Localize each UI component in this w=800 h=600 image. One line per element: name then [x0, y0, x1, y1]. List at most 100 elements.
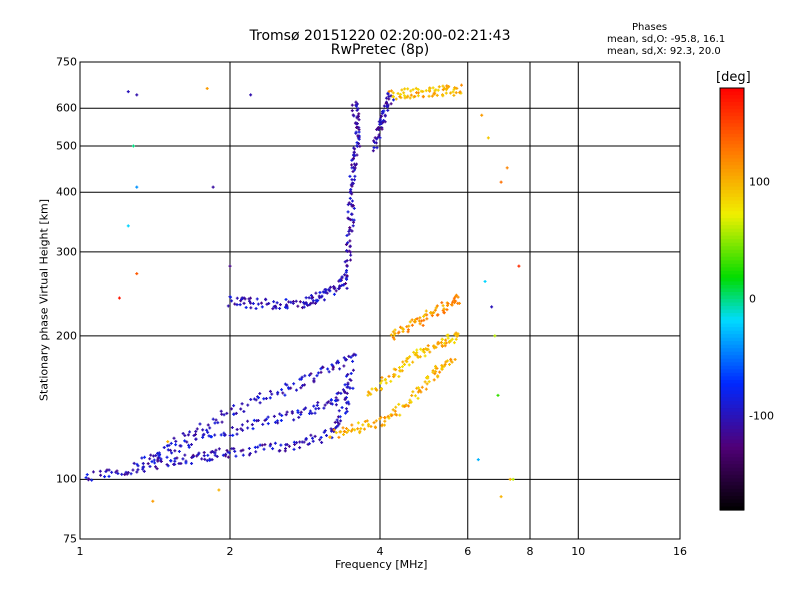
data-point [340, 275, 344, 279]
data-point [401, 360, 405, 364]
chart-title: Tromsø 20151220 02:20:00-02:21:43 [249, 28, 511, 44]
data-point [181, 457, 185, 461]
colorbar-segment [720, 376, 744, 381]
data-point [406, 328, 410, 332]
colorbar-segment [720, 488, 744, 494]
data-point [418, 389, 422, 393]
colorbar-segment [720, 123, 744, 128]
data-point [452, 93, 456, 97]
data-point [326, 367, 330, 371]
colorbar-segment [720, 291, 744, 297]
colorbar-segment [720, 288, 744, 293]
data-point [380, 111, 384, 115]
data-point [350, 199, 354, 203]
data-point [422, 314, 426, 318]
data-point [334, 431, 338, 435]
data-point [346, 400, 350, 404]
data-point [408, 96, 412, 100]
data-point [292, 447, 296, 451]
colorbar-segment [720, 495, 744, 501]
colorbar-segment [720, 133, 744, 138]
data-point [373, 136, 377, 140]
colorbar-segment [720, 182, 744, 188]
colorbar-segment [720, 302, 744, 307]
data-point [376, 126, 380, 130]
colorbar-segment [720, 429, 744, 434]
data-point [316, 401, 320, 405]
data-point [374, 387, 378, 391]
data-point [194, 430, 198, 434]
data-point [283, 393, 287, 397]
data-point [201, 428, 205, 432]
data-point [247, 446, 251, 450]
data-point [310, 436, 314, 440]
data-point [408, 398, 412, 402]
colorbar-segment [720, 147, 744, 152]
data-point [345, 269, 349, 273]
data-point [183, 439, 187, 443]
data-point [353, 147, 357, 151]
chart-subtitle: RwPretec (8p) [330, 42, 430, 58]
data-point [345, 263, 349, 267]
data-point [386, 91, 390, 95]
data-point [315, 403, 319, 407]
data-point [342, 356, 346, 360]
data-point [141, 465, 145, 469]
data-point [399, 92, 403, 96]
data-point [449, 357, 453, 361]
data-point [392, 333, 396, 337]
data-point [511, 477, 515, 481]
data-point [483, 279, 487, 283]
data-point [450, 337, 454, 341]
data-point [296, 409, 300, 413]
data-point [445, 359, 449, 363]
data-point [228, 434, 232, 438]
colorbar-segment [720, 109, 744, 114]
data-point [348, 239, 352, 243]
grid-lines [80, 62, 680, 539]
data-point [264, 396, 268, 400]
data-point [389, 89, 393, 93]
phases-x-line: mean, sd,X: 92.3, 20.0 [607, 46, 721, 57]
data-point [324, 288, 328, 292]
data-point [416, 94, 420, 98]
data-point [452, 301, 456, 305]
data-point [166, 440, 170, 444]
data-point [229, 295, 233, 299]
colorbar-segment [720, 411, 744, 416]
data-point [287, 386, 291, 390]
data-point [173, 459, 177, 463]
data-point [361, 423, 365, 427]
data-point [148, 465, 152, 469]
colorbar-segment [720, 425, 744, 430]
data-point [391, 98, 395, 102]
data-point [397, 374, 401, 378]
data-point [172, 462, 176, 466]
data-point [411, 360, 415, 364]
data-point [458, 90, 462, 94]
data-point [208, 458, 212, 462]
colorbar-segment [720, 105, 744, 110]
data-point [304, 301, 308, 305]
data-point [412, 350, 416, 354]
data-point [195, 454, 199, 458]
data-point [143, 455, 147, 459]
data-point [480, 113, 484, 117]
data-point [318, 291, 322, 295]
colorbar-segment [720, 453, 744, 458]
data-point [352, 165, 356, 169]
data-point [230, 426, 234, 430]
data-point [387, 374, 391, 378]
data-point [290, 410, 294, 414]
colorbar-segment [720, 140, 744, 145]
data-point [409, 93, 413, 97]
data-point [337, 422, 341, 426]
data-point [336, 359, 340, 363]
data-point [406, 87, 410, 91]
data-point [455, 334, 459, 338]
data-point [352, 178, 356, 182]
data-point [222, 413, 226, 417]
data-point [292, 382, 296, 386]
data-point [205, 86, 209, 90]
data-point [165, 455, 169, 459]
